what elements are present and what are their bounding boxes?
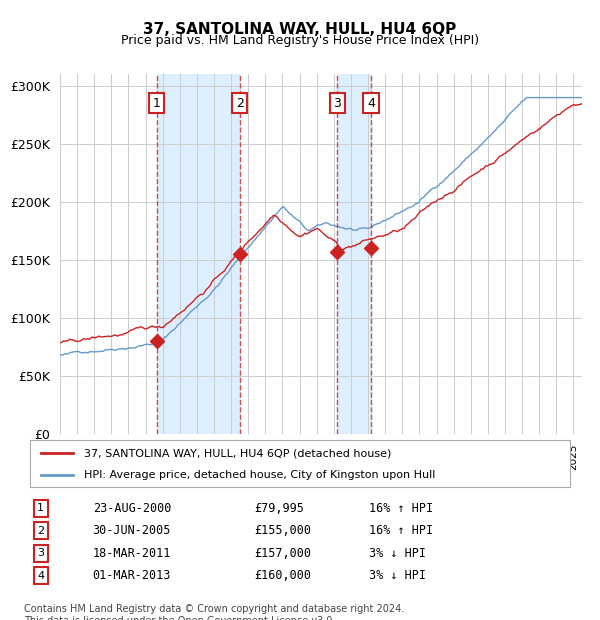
Text: 30-JUN-2005: 30-JUN-2005 <box>92 525 171 537</box>
Text: Contains HM Land Registry data © Crown copyright and database right 2024.
This d: Contains HM Land Registry data © Crown c… <box>24 604 404 620</box>
Text: 16% ↑ HPI: 16% ↑ HPI <box>369 525 433 537</box>
Text: 4: 4 <box>367 97 375 110</box>
Text: £160,000: £160,000 <box>254 569 311 582</box>
Text: HPI: Average price, detached house, City of Kingston upon Hull: HPI: Average price, detached house, City… <box>84 470 436 480</box>
Text: 3: 3 <box>37 548 44 558</box>
Text: 37, SANTOLINA WAY, HULL, HU4 6QP (detached house): 37, SANTOLINA WAY, HULL, HU4 6QP (detach… <box>84 448 391 458</box>
Text: 4: 4 <box>37 571 44 581</box>
Text: 23-AUG-2000: 23-AUG-2000 <box>92 502 171 515</box>
Text: 1: 1 <box>152 97 161 110</box>
Bar <box>337 74 371 434</box>
Text: 18-MAR-2011: 18-MAR-2011 <box>92 547 171 560</box>
Text: £157,000: £157,000 <box>254 547 311 560</box>
Text: £79,995: £79,995 <box>254 502 304 515</box>
Text: 3% ↓ HPI: 3% ↓ HPI <box>369 547 426 560</box>
Text: 37, SANTOLINA WAY, HULL, HU4 6QP: 37, SANTOLINA WAY, HULL, HU4 6QP <box>143 22 457 37</box>
Text: £155,000: £155,000 <box>254 525 311 537</box>
Text: 01-MAR-2013: 01-MAR-2013 <box>92 569 171 582</box>
Text: Price paid vs. HM Land Registry's House Price Index (HPI): Price paid vs. HM Land Registry's House … <box>121 34 479 47</box>
Text: 2: 2 <box>37 526 44 536</box>
Text: 1: 1 <box>37 503 44 513</box>
Text: 2: 2 <box>236 97 244 110</box>
Text: 3% ↓ HPI: 3% ↓ HPI <box>369 569 426 582</box>
Bar <box>157 74 239 434</box>
Text: 16% ↑ HPI: 16% ↑ HPI <box>369 502 433 515</box>
Text: 3: 3 <box>334 97 341 110</box>
